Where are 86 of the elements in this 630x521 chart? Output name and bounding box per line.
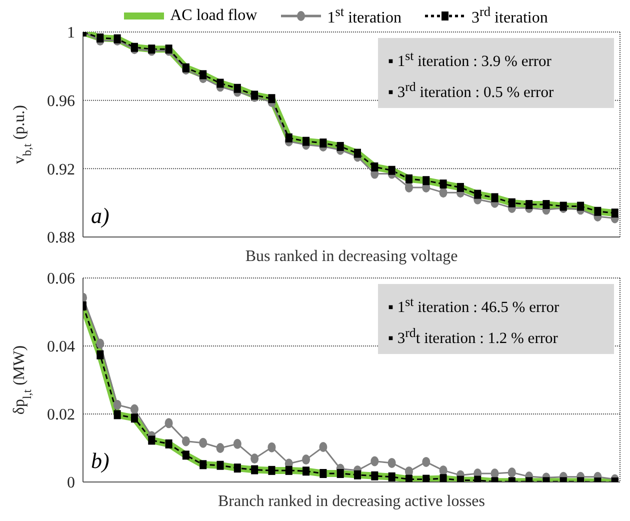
- point: [594, 206, 602, 216]
- annotation: ▪ 3$^{rd}$t iteration : 1.2 % error: [388, 325, 558, 348]
- point: [371, 471, 378, 480]
- legend-label: AC load flow: [170, 7, 258, 25]
- point: [96, 33, 104, 42]
- point: [354, 148, 362, 158]
- point: [251, 465, 258, 474]
- point: [268, 466, 276, 475]
- annotation: a): [91, 203, 110, 228]
- point: [302, 136, 310, 146]
- point: [234, 84, 241, 93]
- annotation: ▪ 3$^{rd}$ iteration : 0.5 % error: [388, 79, 554, 102]
- point: [302, 466, 310, 476]
- point: [577, 202, 584, 211]
- point: [320, 469, 327, 478]
- point: [200, 70, 207, 80]
- x-axis-title: Branch ranked in decreasing active losses: [218, 493, 486, 510]
- point: [404, 182, 413, 192]
- point: [130, 42, 138, 52]
- point: [439, 188, 448, 198]
- point: [96, 338, 104, 349]
- point: [182, 63, 190, 72]
- y-tick-label: 0.88: [47, 230, 75, 247]
- point: [354, 470, 362, 480]
- point: [216, 460, 224, 470]
- y-tick-label: 0.04: [47, 338, 75, 356]
- point: [148, 436, 156, 445]
- point: [440, 474, 447, 482]
- point: [405, 474, 412, 482]
- point: [336, 469, 344, 478]
- point: [542, 200, 550, 210]
- point: [164, 418, 173, 428]
- point: [422, 474, 430, 482]
- point: [611, 208, 618, 218]
- point: [268, 94, 276, 104]
- point: [405, 174, 412, 184]
- point: [474, 190, 482, 199]
- annotation: b): [91, 448, 110, 473]
- point: [508, 198, 516, 208]
- y-tick-label: 0.96: [47, 93, 75, 110]
- point: [440, 180, 447, 189]
- point: [370, 456, 379, 466]
- point: [113, 400, 122, 410]
- x-axis-title: Bus ranked in decreasing voltage: [245, 248, 458, 265]
- y-tick-label: 0: [67, 474, 75, 492]
- point: [422, 456, 430, 467]
- legend-label: 1$^{st}$ iteration: [327, 4, 402, 28]
- legend-label: 3$^{rd}$ iteration: [471, 4, 548, 28]
- annotation: ▪ 1$^{st}$ iteration : 3.9 % error: [388, 48, 552, 70]
- point: [526, 200, 533, 210]
- annotation: ▪ 1$^{st}$ iteration : 46.5 % error: [388, 294, 560, 316]
- point: [234, 464, 241, 473]
- point: [336, 142, 344, 151]
- point: [114, 410, 121, 420]
- point: [130, 404, 138, 414]
- point: [319, 442, 328, 452]
- point: [388, 458, 396, 468]
- point: [216, 443, 224, 453]
- point: [422, 176, 430, 186]
- point: [268, 442, 276, 452]
- point: [114, 34, 121, 44]
- point: [388, 472, 396, 482]
- point: [130, 414, 138, 423]
- y-tick-label: 0.92: [47, 161, 75, 178]
- point: [508, 467, 516, 478]
- point: [96, 350, 104, 360]
- point: [456, 182, 464, 192]
- point: [200, 460, 207, 470]
- point: [388, 166, 396, 175]
- point: [371, 162, 378, 172]
- point: [199, 438, 208, 448]
- point: [491, 193, 498, 202]
- point: [165, 439, 172, 448]
- point: [285, 133, 292, 142]
- point: [182, 436, 190, 446]
- point: [182, 450, 190, 460]
- point: [216, 78, 224, 88]
- point: [302, 454, 310, 465]
- point: [250, 454, 259, 464]
- y-tick-label: 1: [67, 24, 75, 42]
- y-tick-label: 0.06: [47, 270, 75, 288]
- point: [285, 466, 292, 475]
- point: [404, 466, 413, 476]
- y-tick-label: 0.02: [47, 406, 75, 424]
- point: [320, 138, 327, 148]
- point: [233, 438, 242, 449]
